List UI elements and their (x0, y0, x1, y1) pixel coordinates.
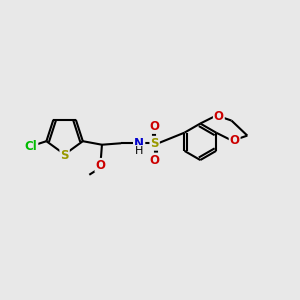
Text: O: O (150, 120, 160, 133)
Text: H: H (135, 146, 143, 156)
Text: S: S (60, 149, 69, 162)
Text: N: N (134, 137, 144, 150)
Text: O: O (230, 134, 240, 146)
Text: O: O (95, 159, 106, 172)
Text: O: O (150, 154, 160, 166)
Text: O: O (214, 110, 224, 123)
Text: S: S (150, 137, 159, 150)
Text: Cl: Cl (25, 140, 38, 153)
